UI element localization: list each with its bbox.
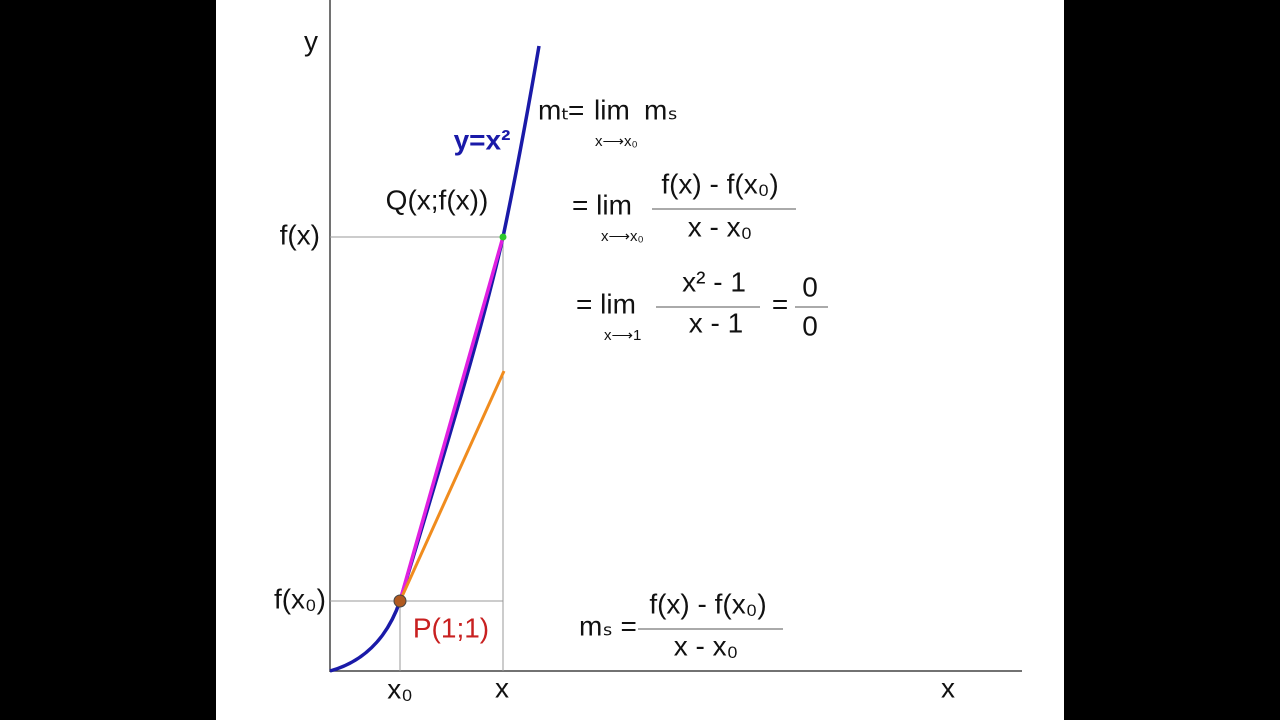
tangent-line (398, 370, 506, 602)
tick-label: f(x₀) (274, 583, 326, 614)
point-label: P(1;1) (413, 612, 489, 643)
formula: = lim (576, 288, 636, 319)
y-label: y (304, 25, 318, 56)
point-p (393, 594, 407, 608)
point-label: Q(x;f(x)) (386, 184, 489, 215)
formula: x⟶x₀ (595, 133, 638, 150)
secant-line (398, 236, 505, 602)
curve-label: y=x² (454, 124, 511, 155)
formula: 0 (802, 310, 818, 341)
formula: x⟶x₀ (601, 228, 644, 245)
x-label: x (941, 672, 955, 703)
formula: x - 1 (689, 307, 743, 338)
formula: x - x₀ (688, 211, 753, 242)
board (216, 0, 1064, 720)
formula: x - x₀ (674, 630, 739, 661)
formula: mₜ (538, 94, 570, 125)
formula: = (568, 94, 584, 125)
tick-label: x₀ (387, 673, 413, 704)
tick-label: f(x) (280, 219, 320, 250)
formula: x² - 1 (682, 266, 746, 297)
tick-label: x (495, 672, 509, 703)
formula: mₛ (644, 94, 678, 125)
formula: lim (594, 94, 630, 125)
formula: mₛ = (579, 610, 637, 641)
letterbox-right (1064, 0, 1280, 720)
formula: x⟶1 (604, 327, 641, 344)
formula: = lim (572, 189, 632, 220)
formula: f(x) - f(x₀) (661, 168, 778, 199)
point-q (499, 233, 507, 241)
letterbox-left (0, 0, 216, 720)
formula: = (772, 288, 788, 319)
formula: 0 (802, 271, 818, 302)
curve (329, 45, 541, 673)
formula: f(x) - f(x₀) (649, 588, 766, 619)
